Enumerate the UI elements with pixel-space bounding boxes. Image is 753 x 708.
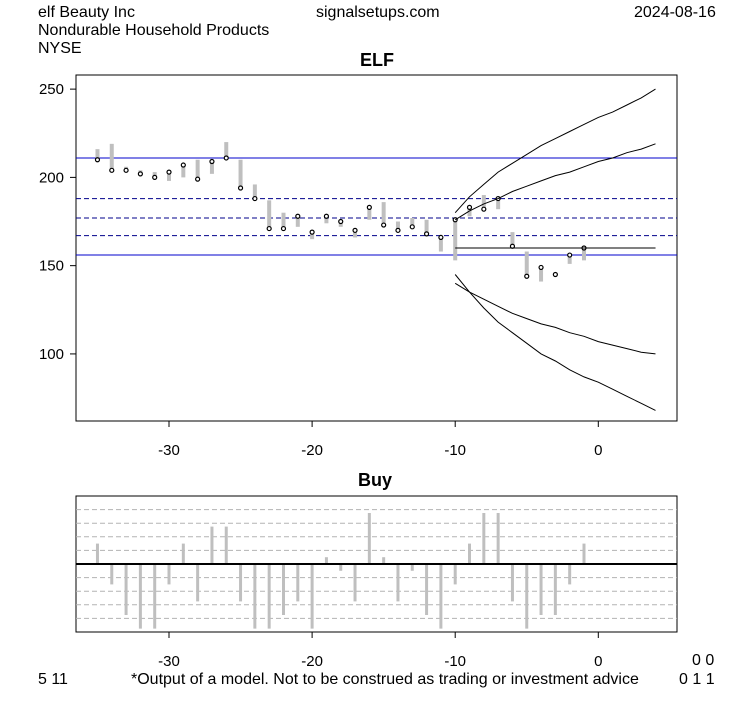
close-point-1 — [109, 167, 115, 173]
close-point-2 — [123, 167, 129, 173]
x-tick-label-3: 0 — [594, 442, 602, 459]
close-point-17 — [338, 218, 344, 225]
close-point-8 — [209, 158, 215, 165]
x-tick-label-1: -20 — [301, 442, 323, 459]
forecast-curve-2 — [454, 282, 656, 355]
price-plot-frame — [75, 74, 678, 422]
close-point-19 — [366, 204, 372, 210]
close-point-7 — [195, 176, 201, 182]
close-point-18 — [352, 227, 358, 233]
close-point-9 — [223, 155, 229, 161]
close-point-15 — [309, 229, 315, 235]
main-chart-title: ELF — [360, 50, 394, 70]
forecast-curve-0 — [454, 88, 656, 214]
forecast-curve-3 — [454, 274, 656, 411]
footer-code-right-top: 0 0 — [692, 652, 715, 669]
price-panel: 100 150 200 250 -30 -20 -10 0 — [39, 74, 678, 459]
close-point-0 — [94, 157, 101, 163]
buy-x-tick-label-1: -20 — [301, 653, 323, 670]
close-point-3 — [137, 171, 143, 177]
report-date: 2024-08-16 — [634, 4, 716, 21]
close-point-30 — [524, 273, 530, 279]
close-point-6 — [180, 162, 186, 168]
forecast-curve-1 — [454, 143, 656, 221]
y-tick-label-1: 150 — [39, 258, 64, 275]
buy-panel: -30 -20 -10 0 — [75, 495, 678, 670]
close-point-23 — [423, 231, 430, 237]
buy-x-tick-label-2: -10 — [444, 653, 466, 670]
close-point-16 — [323, 213, 330, 219]
buy-x-tick-label-0: -30 — [158, 653, 180, 670]
x-tick-label-2: -10 — [444, 442, 466, 459]
close-point-11 — [252, 195, 258, 202]
x-tick-label-0: -30 — [158, 442, 180, 459]
close-point-26 — [466, 204, 473, 210]
footer-code-left: 5 11 — [38, 671, 68, 688]
close-point-21 — [395, 227, 401, 233]
close-point-20 — [381, 222, 387, 228]
buy-chart-title: Buy — [358, 470, 393, 490]
site-name: signalsetups.com — [316, 4, 440, 21]
close-point-4 — [152, 174, 158, 180]
close-point-27 — [481, 206, 487, 212]
buy-x-tick-label-3: 0 — [594, 653, 602, 670]
close-point-22 — [409, 224, 415, 230]
close-point-10 — [237, 185, 244, 191]
close-point-14 — [295, 213, 301, 219]
close-point-24 — [438, 234, 444, 241]
close-point-13 — [280, 225, 287, 232]
close-point-5 — [166, 169, 172, 175]
y-tick-label-2: 200 — [39, 169, 64, 186]
close-point-31 — [538, 264, 544, 271]
y-tick-label-3: 250 — [39, 81, 64, 98]
industry-name: Nondurable Household Products — [38, 22, 270, 39]
close-point-12 — [266, 225, 272, 232]
close-point-32 — [552, 271, 558, 278]
footer-disclaimer: *Output of a model. Not to be construed … — [131, 671, 639, 688]
company-name: elf Beauty Inc — [38, 4, 135, 21]
close-point-33 — [567, 252, 573, 258]
footer-code-right-bottom: 0 1 1 — [679, 671, 715, 688]
y-tick-label-0: 100 — [39, 346, 64, 363]
exchange-name: NYSE — [38, 40, 82, 57]
